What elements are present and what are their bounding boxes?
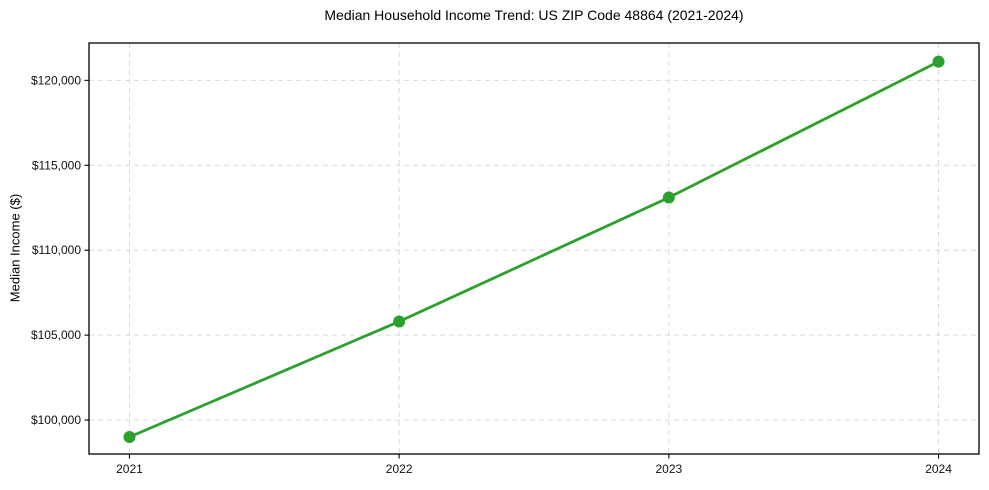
- x-tick-label: 2023: [655, 462, 682, 476]
- data-point: [662, 191, 675, 204]
- y-tick-label: $105,000: [31, 328, 81, 342]
- trend-line: [128, 60, 940, 439]
- x-tick-label: 2024: [925, 462, 952, 476]
- y-tick-label: $120,000: [31, 73, 81, 87]
- data-point: [932, 55, 945, 68]
- x-tick-label: 2021: [116, 462, 143, 476]
- data-point: [123, 431, 136, 444]
- plot-border: [88, 42, 980, 455]
- y-tick-label: $115,000: [32, 158, 81, 172]
- chart-title: Median Household Income Trend: US ZIP Co…: [324, 7, 744, 23]
- y-tick-label: $100,000: [31, 413, 81, 427]
- x-tick-label: 2022: [386, 462, 413, 476]
- y-tick-label: $110,000: [32, 243, 81, 257]
- data-point: [393, 315, 406, 328]
